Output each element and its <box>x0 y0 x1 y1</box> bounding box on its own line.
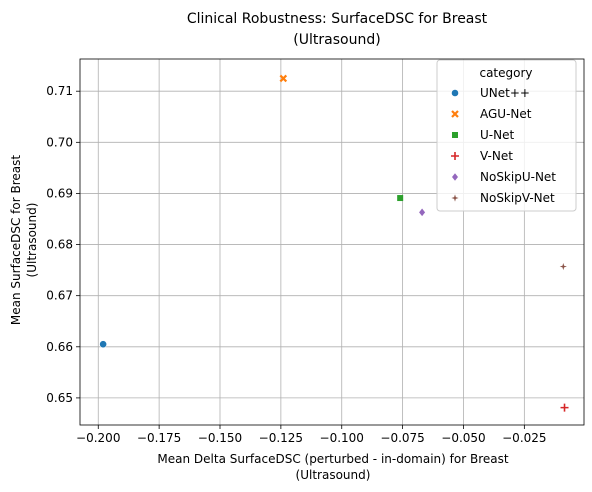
y-tick-label: 0.66 <box>46 340 73 354</box>
point-u-net <box>397 195 404 202</box>
y-tick-label: 0.70 <box>46 135 73 149</box>
legend: category UNet++ AGU-Net U-Net V-Net NoSkipU-… <box>436 59 577 212</box>
data-markers <box>99 74 569 412</box>
legend-label: NoSkipV-Net <box>480 191 555 205</box>
point-v-net <box>560 403 569 412</box>
plot-area-frame <box>79 58 585 426</box>
x-tick-label: −0.125 <box>259 431 303 445</box>
legend-label: U-Net <box>480 128 514 142</box>
x-tick-label: −0.050 <box>441 431 485 445</box>
legend-label: AGU-Net <box>480 107 532 121</box>
chart-title-line-1: Clinical Robustness: SurfaceDSC for Brea… <box>187 11 488 27</box>
x-tick-label: −0.150 <box>198 431 242 445</box>
point-unet- <box>99 340 108 349</box>
y-axis-ticks: 0.65 0.66 0.67 0.68 0.69 0.70 0.71 <box>46 84 80 405</box>
x-tick-label: −0.025 <box>502 431 546 445</box>
point-noskipv-net <box>559 262 567 271</box>
legend-marker-u-net <box>452 132 458 138</box>
chart-title-line-2: (Ultrasound) <box>293 32 380 48</box>
x-axis-label-line-2: (Ultrasound) <box>296 468 371 482</box>
y-axis-label-line-1: Mean SurfaceDSC for Breast <box>9 155 23 325</box>
x-tick-label: −0.200 <box>76 431 120 445</box>
point-noskipu-net <box>419 208 426 217</box>
legend-box <box>436 59 577 212</box>
x-tick-label: −0.175 <box>137 431 181 445</box>
y-tick-label: 0.67 <box>46 289 73 303</box>
legend-label: NoSkipU-Net <box>480 170 556 184</box>
y-tick-label: 0.69 <box>46 186 73 200</box>
legend-title: category <box>479 66 532 80</box>
legend-marker-unet- <box>451 89 459 97</box>
legend-label: UNet++ <box>480 86 530 100</box>
y-tick-label: 0.68 <box>46 238 73 252</box>
x-axis-ticks: −0.200 −0.175 −0.150 −0.125 −0.100 −0.075 −0.0… <box>76 425 547 445</box>
legend-label: V-Net <box>480 149 513 163</box>
point-agu-net <box>279 74 288 83</box>
x-axis-label-line-1: Mean Delta SurfaceDSC (perturbed - in-do… <box>157 452 508 466</box>
y-tick-label: 0.71 <box>46 84 73 98</box>
x-tick-label: −0.075 <box>380 431 424 445</box>
y-axis-label-line-2: (Ultrasound) <box>25 203 39 278</box>
legend-marker-noskipu-net <box>452 173 458 181</box>
legend-marker-noskipv-net <box>451 194 459 202</box>
x-tick-label: −0.100 <box>320 431 364 445</box>
y-tick-label: 0.65 <box>46 391 73 405</box>
legend-marker-agu-net <box>451 110 459 118</box>
legend-marker-v-net <box>451 152 459 160</box>
